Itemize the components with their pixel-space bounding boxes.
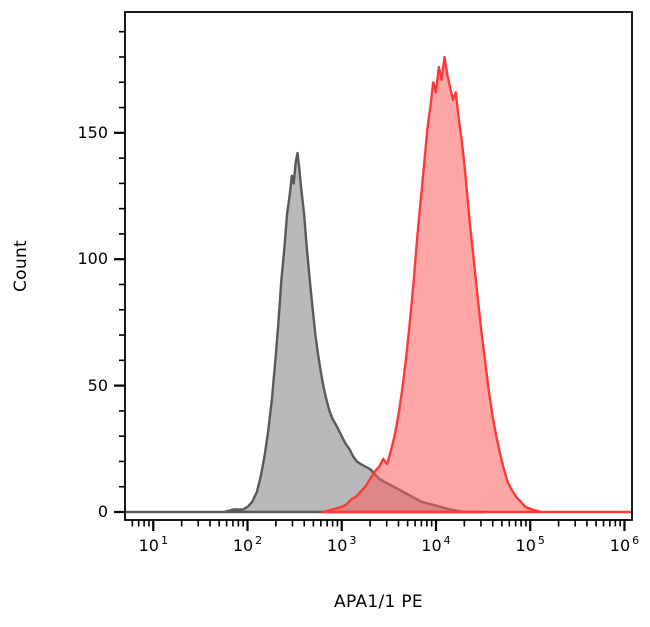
plot-frame (124, 11, 633, 521)
y-axis-title: Count (11, 240, 31, 292)
x-tick-label: 10 3 (327, 534, 357, 555)
x-tick-label: 10 1 (138, 534, 168, 555)
y-tick-label: 150 (77, 122, 108, 142)
histogram-curve-1 (321, 55, 632, 514)
x-tick-label: 10 5 (515, 534, 545, 555)
y-tick-label: 0 (97, 502, 108, 521)
y-tick-label: 50 (87, 375, 108, 395)
x-tick-label: 10 6 (609, 534, 640, 555)
x-tick-label: 10 4 (421, 534, 451, 555)
x-axis-title: APA1/1 PE (334, 592, 423, 612)
y-tick-label: 100 (77, 249, 108, 269)
x-tick-label: 10 2 (232, 534, 263, 555)
